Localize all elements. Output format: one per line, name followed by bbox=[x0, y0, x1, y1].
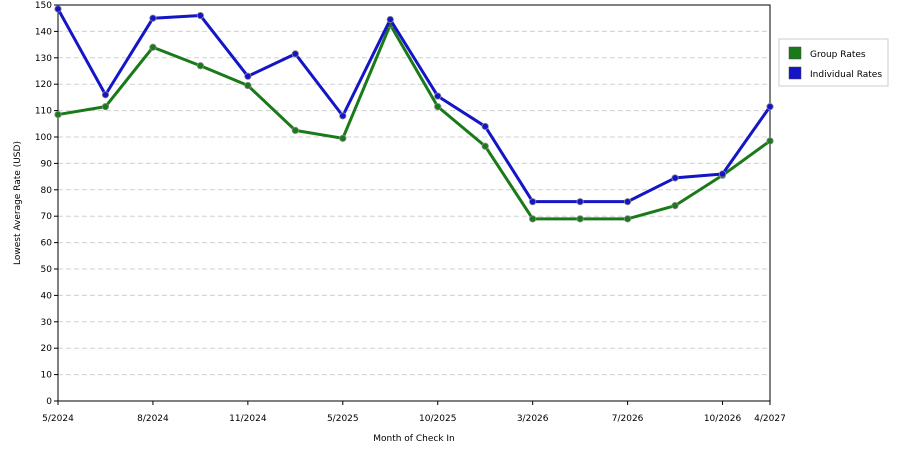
plot-area-border bbox=[57, 4, 771, 402]
x-tick-label: 7/2026 bbox=[612, 414, 644, 424]
data-point bbox=[671, 202, 679, 210]
x-tick-label: 5/2024 bbox=[42, 414, 74, 424]
data-point bbox=[434, 103, 442, 111]
y-tick-label: 130 bbox=[35, 54, 52, 64]
x-tick-label: 4/2027 bbox=[754, 414, 786, 424]
x-tick-label: 3/2026 bbox=[517, 414, 549, 424]
data-point bbox=[339, 134, 347, 142]
y-tick-label: 80 bbox=[41, 186, 53, 196]
data-point bbox=[481, 122, 489, 131]
y-tick-label: 100 bbox=[35, 133, 52, 143]
x-tick-label: 10/2025 bbox=[419, 414, 456, 424]
y-tick-label: 40 bbox=[41, 291, 53, 301]
x-axis: 5/2024 8/2024 11/2024 5/2025 10/2025 3/2026 7/… bbox=[42, 401, 786, 424]
y-tick-label: 150 bbox=[35, 1, 52, 11]
legend-label: Group Rates bbox=[810, 50, 866, 60]
series-line bbox=[56, 8, 772, 204]
x-tick-label: 5/2025 bbox=[327, 414, 359, 424]
data-point bbox=[149, 43, 157, 51]
data-point bbox=[529, 215, 537, 223]
y-tick-label: 30 bbox=[41, 318, 53, 328]
data-point bbox=[623, 215, 632, 223]
data-point bbox=[529, 198, 537, 206]
data-point bbox=[244, 72, 252, 80]
y-tick-label: 140 bbox=[35, 27, 52, 37]
legend-swatch bbox=[788, 66, 802, 80]
y-axis: 0 10 20 30 40 50 60 70 80 90 100 110 120 130 140 150 bbox=[35, 1, 58, 407]
x-tick-label: 11/2024 bbox=[229, 414, 267, 424]
data-point bbox=[623, 198, 632, 206]
data-point bbox=[576, 215, 584, 223]
y-tick-label: 70 bbox=[41, 212, 53, 222]
data-point bbox=[54, 5, 62, 13]
data-point bbox=[434, 92, 442, 100]
data-point bbox=[101, 91, 110, 99]
y-tick-label: 60 bbox=[41, 239, 53, 249]
y-tick-label: 120 bbox=[35, 80, 52, 90]
x-tick-label: 10/2026 bbox=[704, 414, 742, 424]
data-point bbox=[196, 11, 204, 20]
legend-swatch bbox=[788, 46, 802, 60]
x-tick-label: 8/2024 bbox=[137, 414, 169, 424]
data-point bbox=[244, 81, 252, 90]
series-line bbox=[57, 23, 771, 221]
y-tick-label: 10 bbox=[41, 371, 53, 381]
y-axis-title: Lowest Average Rate (USD) bbox=[13, 141, 23, 265]
data-point bbox=[386, 15, 394, 24]
data-point bbox=[291, 50, 299, 58]
data-point bbox=[196, 62, 204, 70]
data-point bbox=[576, 198, 584, 206]
data-point bbox=[766, 103, 774, 111]
data-point bbox=[766, 137, 774, 145]
data-point bbox=[481, 142, 489, 150]
y-tick-label: 0 bbox=[46, 397, 52, 407]
data-point bbox=[149, 14, 157, 22]
data-point bbox=[339, 112, 347, 120]
x-axis-title: Month of Check In bbox=[373, 434, 455, 444]
legend: Group Rates Individual Rates bbox=[778, 38, 889, 87]
data-point bbox=[671, 174, 679, 182]
y-tick-label: 50 bbox=[41, 265, 53, 275]
data-point bbox=[718, 170, 727, 178]
y-tick-label: 110 bbox=[35, 107, 52, 117]
data-point bbox=[291, 126, 299, 134]
legend-label: Individual Rates bbox=[810, 70, 882, 80]
data-point bbox=[101, 103, 110, 111]
y-tick-label: 20 bbox=[41, 344, 53, 354]
grid-lines bbox=[58, 30, 770, 376]
data-point bbox=[54, 110, 62, 119]
y-tick-label: 90 bbox=[41, 159, 53, 169]
series-layer bbox=[54, 5, 774, 223]
